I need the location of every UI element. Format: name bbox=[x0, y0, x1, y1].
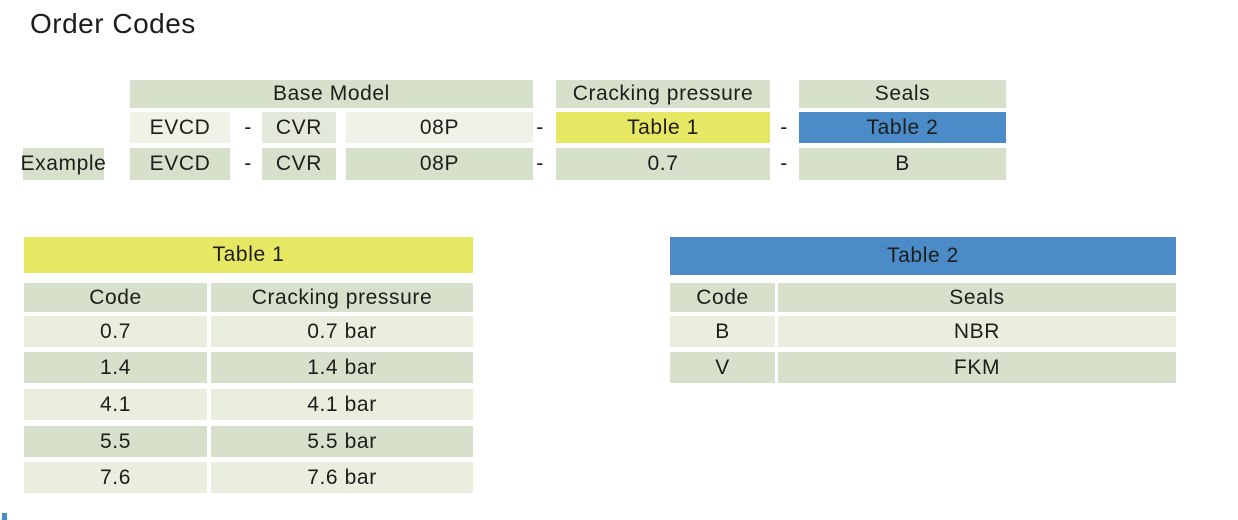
table1-value-cell: 7.6 bar bbox=[211, 462, 473, 493]
template-cracking-pressure-ref: Table 1 bbox=[556, 112, 770, 143]
example-model-part1: EVCD bbox=[130, 148, 230, 180]
page-title: Order Codes bbox=[30, 8, 196, 39]
example-label: Example bbox=[21, 148, 106, 180]
table2-code-cell: B bbox=[670, 316, 775, 347]
template-model-part2: CVR bbox=[262, 112, 336, 143]
table2-code-cell: V bbox=[670, 352, 775, 383]
table1-value-cell: 5.5 bar bbox=[211, 426, 473, 457]
template-model-part1: EVCD bbox=[130, 112, 230, 143]
seals-group-header: Seals bbox=[799, 80, 1006, 108]
table1-value-cell: 1.4 bar bbox=[211, 352, 473, 383]
table2-col-header-code: Code bbox=[670, 283, 775, 312]
template-seals-ref: Table 2 bbox=[799, 112, 1006, 143]
table1-code-cell: 5.5 bbox=[24, 426, 207, 457]
dash-separator: - bbox=[536, 152, 544, 175]
table2-title: Table 2 bbox=[670, 237, 1176, 275]
table1-value-cell: 0.7 bar bbox=[211, 316, 473, 347]
table2-value-cell: FKM bbox=[778, 352, 1176, 383]
dash-separator: - bbox=[780, 152, 788, 175]
table1-col-header-code: Code bbox=[24, 283, 207, 312]
table1-code-cell: 1.4 bbox=[24, 352, 207, 383]
table2-value-cell: NBR bbox=[778, 316, 1176, 347]
example-seals: B bbox=[799, 148, 1006, 180]
table1-code-cell: 0.7 bbox=[24, 316, 207, 347]
example-model-part2: CVR bbox=[262, 148, 336, 180]
dash-separator: - bbox=[244, 115, 252, 139]
dash-separator: - bbox=[536, 115, 544, 139]
dash-separator: - bbox=[780, 115, 788, 139]
cracking-pressure-group-header: Cracking pressure bbox=[556, 80, 770, 108]
table1-col-header-cracking-pressure: Cracking pressure bbox=[211, 283, 473, 312]
table1-value-cell: 4.1 bar bbox=[211, 389, 473, 420]
dash-separator: - bbox=[244, 152, 252, 175]
example-model-part3: 08P bbox=[346, 148, 533, 180]
example-cracking-pressure: 0.7 bbox=[556, 148, 770, 180]
base-model-group-header: Base Model bbox=[130, 80, 533, 108]
table2-col-header-seals: Seals bbox=[778, 283, 1176, 312]
table1-title: Table 1 bbox=[24, 237, 473, 273]
template-model-part3: 08P bbox=[346, 112, 533, 143]
page-edge-artifact bbox=[2, 513, 7, 520]
table1-code-cell: 7.6 bbox=[24, 462, 207, 493]
table1-code-cell: 4.1 bbox=[24, 389, 207, 420]
